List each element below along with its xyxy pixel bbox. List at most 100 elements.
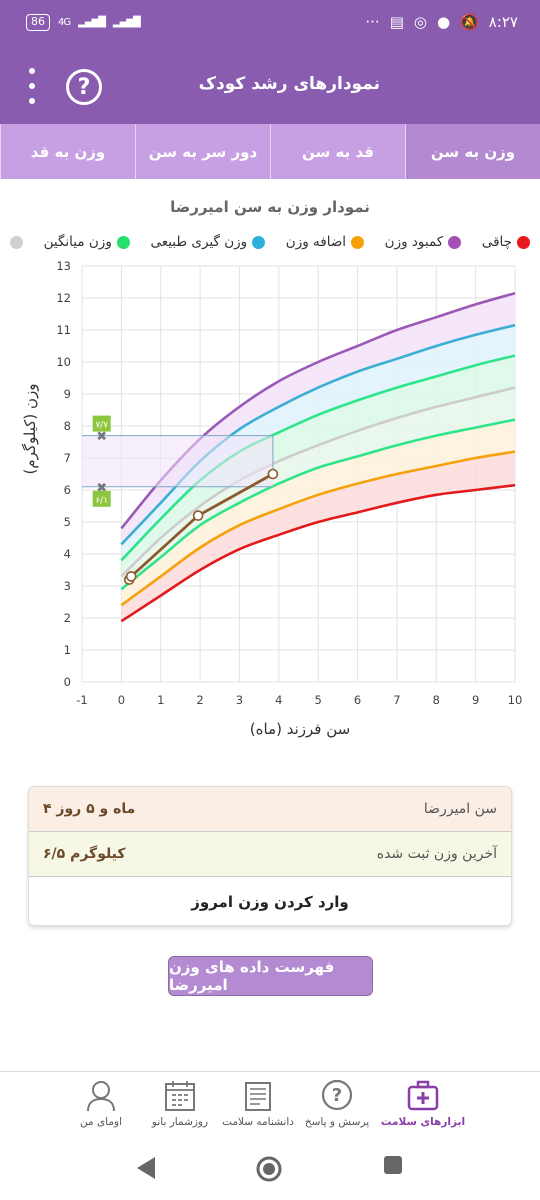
y-tick-label: 0 (64, 675, 71, 689)
nav-encyclopedia[interactable]: دانشنامه سلامت (213, 1078, 303, 1128)
series-line (120, 483, 516, 623)
nav-qa[interactable]: ? پرسش و پاسخ (292, 1078, 382, 1128)
last-weight-label: آخرین وزن ثبت شده (376, 846, 497, 862)
x-tick-label: 9 (472, 693, 479, 707)
tab-weight-for-age[interactable]: وزن به سن (405, 124, 540, 179)
chart-legend: چاقی کمبود وزن اضافه وزن وزن گیری طبیعی … (10, 234, 530, 250)
x-tick-label: 6 (354, 693, 361, 707)
y-tick-label: 3 (64, 579, 71, 593)
tab-weight-for-height[interactable]: وزن به قد (0, 124, 135, 179)
series-line (120, 354, 516, 562)
legend-label: چاقی (481, 234, 512, 250)
legend-dot-purple (448, 235, 462, 249)
reference-marker: ✖ (96, 481, 107, 496)
status-right: ··· ▤ ◎ ● 🔕 ۸:۲۷ (365, 13, 518, 31)
chart-band (121, 387, 515, 590)
info-card: ۴ ماه و ۵ روز سن امیررضا ۶/۵ کیلوگرم آخر… (28, 786, 512, 926)
recents-icon[interactable] (383, 1155, 403, 1175)
legend-dot-red (516, 235, 530, 249)
reference-label-bg (92, 415, 111, 432)
help-button[interactable]: ? (66, 69, 102, 105)
home-icon[interactable] (255, 1155, 283, 1183)
app-bar: ? نمودارهای رشد کودک (0, 48, 540, 124)
nav-calendar[interactable]: روزشمار بانو (135, 1078, 225, 1128)
legend-item: چاقی (482, 234, 530, 250)
y-axis-title: وزن (کیلوگرم) (21, 383, 39, 475)
nav-health-tools[interactable]: ابزارهای سلامت (378, 1078, 468, 1128)
nav-profile[interactable]: اومای من (56, 1078, 146, 1128)
question-bubble-icon: ? (321, 1079, 353, 1111)
chart-band (121, 293, 515, 545)
legend-label: وزن میانگین (43, 234, 112, 250)
last-weight-value: ۶/۵ کیلوگرم (43, 846, 126, 862)
chart-title: نمودار وزن به سن امیررضا (170, 198, 370, 216)
signal-icon: ▂▄▆█ (78, 17, 106, 28)
reference-label-bg (92, 490, 111, 507)
legend-dot-blue (252, 235, 266, 249)
reference-label: ۷/۷ (95, 421, 108, 431)
enter-weight-button[interactable]: وارد کردن وزن امروز (191, 893, 349, 911)
back-icon[interactable] (135, 1155, 157, 1181)
y-tick-label: 4 (64, 547, 71, 561)
legend-label: وزن گیری طبیعی (150, 234, 248, 250)
signal-icon-2: ▂▄▆█ (112, 17, 141, 28)
last-weight-row: ۶/۵ کیلوگرم آخرین وزن ثبت شده (29, 832, 511, 877)
x-tick-label: 7 (393, 693, 400, 707)
tab-head-circumference[interactable]: دور سر به سن (135, 124, 270, 179)
legend-item: وزن گیری طبیعی (150, 234, 266, 250)
series-line (120, 418, 516, 591)
y-tick-label: 10 (56, 355, 71, 369)
system-nav-bar (0, 1137, 540, 1200)
y-tick-label: 13 (56, 259, 71, 273)
calendar-notif-icon: ▤ (389, 13, 404, 31)
chart-band (121, 419, 515, 606)
y-tick-label: 9 (64, 387, 71, 401)
tab-bar: وزن به سن قد به سن دور سر به سن وزن به ق… (0, 124, 540, 179)
x-tick-label: 0 (118, 693, 125, 707)
x-tick-label: 4 (275, 693, 282, 707)
x-tick-label: 5 (315, 693, 322, 707)
child-weight-point (192, 510, 204, 521)
series-line (120, 450, 516, 607)
nav-label: اومای من (80, 1116, 122, 1128)
svg-text:?: ? (332, 1085, 342, 1106)
nav-label: پرسش و پاسخ (304, 1116, 370, 1128)
nav-label: ابزارهای سلامت (380, 1116, 466, 1128)
x-tick-label: 8 (433, 693, 440, 707)
chart-band (121, 451, 515, 622)
overflow-menu-icon[interactable] (24, 68, 40, 104)
legend-label: اضافه وزن (285, 234, 347, 250)
tab-height-for-age[interactable]: قد به سن (270, 124, 405, 179)
chart-band (121, 325, 515, 561)
x-tick-label: 10 (508, 693, 523, 707)
x-tick-label: -1 (76, 693, 87, 707)
y-tick-label: 2 (64, 611, 71, 625)
reference-box (82, 435, 273, 487)
child-weight-point (125, 571, 137, 582)
nav-label: روزشمار بانو (151, 1116, 209, 1128)
profile-icon (87, 1081, 115, 1112)
encyclopedia-icon (245, 1082, 271, 1111)
chart-band (121, 355, 515, 577)
reference-label: ۶/۱ (95, 496, 108, 506)
y-tick-label: 5 (64, 515, 71, 529)
y-tick-label: 8 (64, 419, 71, 433)
status-bar: 86 4G ▂▄▆█ ▂▄▆█ ··· ▤ ◎ ● 🔕 ۸:۲۷ (0, 0, 540, 48)
instagram-icon: ◎ (413, 13, 427, 31)
legend-dot-gray (10, 235, 23, 249)
child-weight-point (267, 468, 279, 480)
y-tick-label: 1 (64, 643, 71, 657)
medkit-icon (407, 1080, 439, 1111)
y-tick-label: 6 (64, 483, 71, 497)
chat-icon: ● (436, 13, 451, 31)
legend-item: وزن میانگین (44, 234, 130, 250)
age-label: سن امیررضا (423, 801, 497, 817)
weight-list-button[interactable]: فهرست داده های وزن امیررضا (168, 956, 373, 996)
legend-label: کمبود وزن (384, 234, 444, 250)
age-row: ۴ ماه و ۵ روز سن امیررضا (29, 787, 511, 832)
y-tick-label: 12 (56, 291, 71, 305)
x-tick-label: 3 (236, 693, 243, 707)
legend-item: کمبود وزن (385, 234, 462, 250)
network-label: 4G (58, 17, 71, 28)
